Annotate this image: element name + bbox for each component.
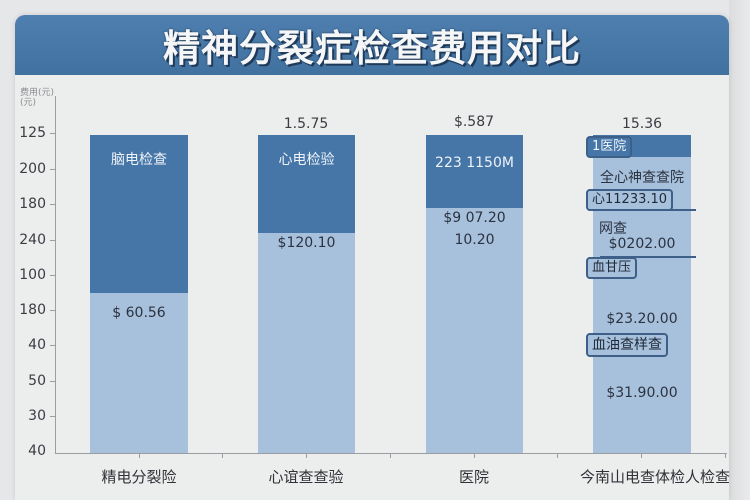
x-tick-mark	[306, 453, 307, 458]
y-tick-label: 240	[19, 232, 46, 248]
y-tick-mark	[50, 133, 55, 134]
x-category-label: 今南山电查体检人检查	[579, 468, 730, 486]
bar-4-value-4: $31.90.00	[606, 385, 678, 401]
callout-leader-line	[600, 209, 696, 211]
bar-1-lower-segment: $ 60.56	[90, 293, 188, 453]
bar-3-top-value: $.587	[453, 114, 495, 130]
window-edge-shade	[729, 0, 750, 500]
x-tick-mark	[390, 453, 391, 458]
bar-1-upper-label: 脑电检查	[111, 152, 167, 168]
x-category-label: 精电分裂险	[101, 468, 177, 486]
y-axis-caption-line-2: (元)	[20, 98, 37, 108]
y-tick-label: 100	[19, 267, 46, 283]
y-tick-label: 200	[19, 161, 46, 177]
y-tick-mark	[50, 169, 55, 170]
bar-4-callout-2: 心11233.10	[586, 189, 674, 211]
bar-1-lower-label: $ 60.56	[112, 305, 166, 321]
bar-3-lower-segment: $9 07.20 10.20	[426, 208, 523, 453]
x-tick-mark	[557, 453, 558, 458]
bar-4-text-2: 网查	[599, 221, 627, 237]
bar-4-value-2: $0202.00	[608, 236, 676, 252]
bar-4-value-3: $23.20.00	[606, 311, 678, 327]
y-tick-label: 40	[28, 443, 46, 459]
chart-title: 精神分裂症检查费用对比	[163, 27, 581, 70]
y-tick-mark	[50, 310, 55, 311]
bar-4-callout-3: 血甘压	[586, 257, 638, 279]
bar-3-lower-label-2: 10.20	[454, 232, 495, 248]
bar-4[interactable]: 全心神查查院 网查 $0202.00 $23.20.00 $31.90.00	[593, 135, 691, 453]
y-tick-mark	[50, 381, 55, 382]
bar-4-top-value: 15.36	[621, 116, 663, 132]
bar-1[interactable]: 脑电检查 $ 60.56	[90, 135, 188, 453]
bar-2[interactable]: 心电检验 $120.10	[258, 135, 355, 453]
y-tick-label: 180	[19, 302, 46, 318]
bar-4-text-1: 全心神查查院	[600, 170, 684, 186]
bar-2-lower-segment: $120.10	[258, 233, 355, 453]
y-tick-mark	[50, 345, 55, 346]
y-tick-label: 30	[28, 408, 46, 424]
bar-1-upper-segment: 脑电检查	[90, 135, 188, 293]
y-tick-label: 125	[19, 125, 46, 141]
y-tick-label: 180	[19, 196, 46, 212]
x-axis	[55, 453, 727, 454]
x-tick-mark	[474, 453, 475, 458]
y-tick-label: 50	[28, 373, 46, 389]
x-category-label: 医院	[458, 468, 489, 486]
bar-2-upper-segment: 心电检验	[258, 135, 355, 233]
x-tick-mark	[222, 453, 223, 458]
y-axis	[55, 96, 56, 453]
bar-3[interactable]: 223 1150M $9 07.20 10.20	[426, 135, 523, 453]
y-tick-mark	[50, 240, 55, 241]
x-category-label: 心谊查查验	[268, 468, 344, 486]
y-axis-caption-line-1: 费用(元)	[20, 88, 55, 98]
callout-leader-line	[600, 256, 696, 258]
title-bar: 精神分裂症检查费用对比	[15, 15, 729, 75]
x-tick-mark	[139, 453, 140, 458]
bar-3-upper-segment: 223 1150M	[426, 135, 523, 208]
bar-3-lower-label: $9 07.20	[443, 210, 506, 226]
y-tick-mark	[50, 275, 55, 276]
bar-2-lower-label: $120.10	[277, 235, 336, 251]
y-axis-caption: 费用(元) (元)	[20, 88, 54, 108]
bar-4-callout-1: 1医院	[586, 136, 633, 158]
bar-3-upper-label: 223 1150M	[435, 155, 514, 171]
x-tick-mark	[641, 453, 642, 458]
x-tick-mark	[725, 453, 726, 458]
y-tick-label: 40	[28, 337, 46, 353]
bar-2-upper-label: 心电检验	[278, 152, 335, 168]
bar-4-callout-4: 血油查样查	[586, 333, 668, 357]
y-tick-mark	[50, 416, 55, 417]
y-tick-mark	[50, 204, 55, 205]
bar-2-top-value: 1.5.75	[283, 116, 329, 132]
